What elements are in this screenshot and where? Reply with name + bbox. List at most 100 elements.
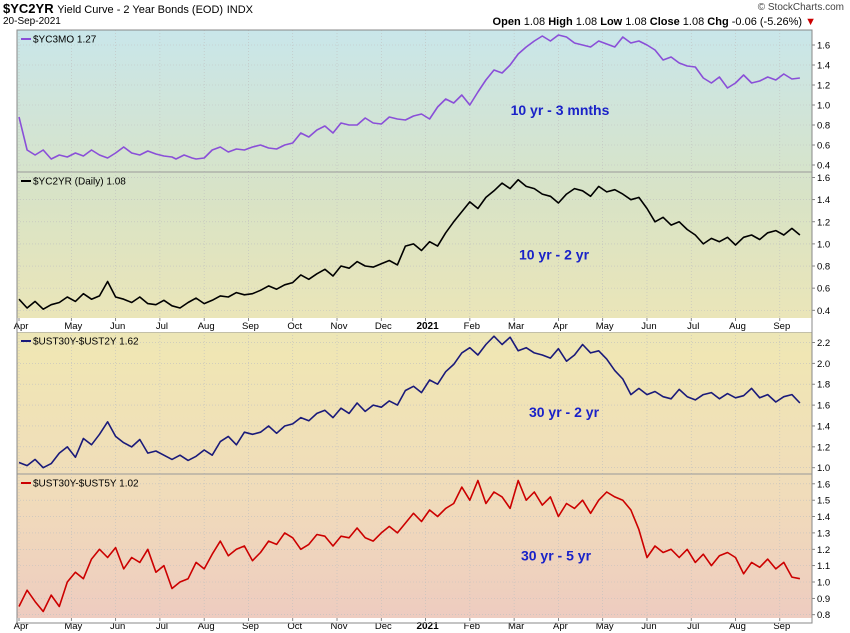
low-label: Low bbox=[600, 16, 623, 28]
x-tick-label: Sep bbox=[242, 321, 259, 332]
x-tick-label: Apr bbox=[553, 621, 568, 632]
x-tick-label: Apr bbox=[553, 321, 568, 332]
x-tick-label: Jun bbox=[641, 621, 656, 632]
open-label: Open bbox=[492, 16, 521, 28]
y-tick-label: 1.0 bbox=[817, 463, 830, 474]
x-tick-label: Dec bbox=[375, 621, 392, 632]
x-axis-band bbox=[17, 318, 812, 332]
series-line bbox=[18, 34, 800, 160]
series-line bbox=[18, 178, 801, 310]
y-tick-label: 1.6 bbox=[817, 41, 830, 52]
x-tick-label: Nov bbox=[331, 621, 348, 632]
x-tick-label: 2021 bbox=[416, 321, 439, 332]
exchange: INDX bbox=[226, 4, 254, 16]
panel-annotation: 10 yr - 3 mnths bbox=[511, 102, 610, 118]
x-tick-label: Apr bbox=[14, 621, 29, 632]
y-tick-label: 1.0 bbox=[817, 239, 830, 250]
y-tick-label: 1.2 bbox=[817, 81, 830, 92]
x-tick-label: Mar bbox=[508, 321, 524, 332]
x-tick-label: Dec bbox=[375, 321, 392, 332]
y-tick-label: 0.4 bbox=[817, 161, 830, 172]
x-tick-label: Oct bbox=[287, 321, 302, 332]
x-tick-label: Feb bbox=[464, 621, 480, 632]
symbol-description: Yield Curve - 2 Year Bonds (EOD) bbox=[57, 4, 224, 16]
y-tick-label: 2.0 bbox=[817, 359, 830, 370]
x-tick-label: 2021 bbox=[416, 621, 439, 632]
panel-title: $UST30Y-$UST2Y 1.62 bbox=[33, 337, 139, 348]
x-tick-label: Jun bbox=[110, 621, 125, 632]
x-tick-label: Sep bbox=[773, 621, 790, 632]
y-tick-label: 1.8 bbox=[817, 380, 830, 391]
close-label: Close bbox=[649, 16, 680, 28]
y-tick-label: 2.2 bbox=[817, 338, 830, 349]
y-tick-label: 0.6 bbox=[817, 141, 830, 152]
panel-title: $YC2YR (Daily) 1.08 bbox=[33, 177, 126, 188]
plot-frame bbox=[16, 29, 813, 624]
x-tick-label: Jul bbox=[156, 621, 168, 632]
panel-4: 0.8 0.9 1.0 1.1 1.2 1.3 1.4 1.5 1.6 $UST30Y-$UST5… bbox=[17, 473, 830, 621]
brand-logo: © StockCharts.com bbox=[757, 2, 844, 13]
panel-annotation: 30 yr - 2 yr bbox=[529, 404, 600, 420]
x-tick-label: Nov bbox=[331, 321, 348, 332]
chg-label: Chg bbox=[707, 16, 729, 28]
panel-2: 0.4 0.6 0.8 1.0 1.2 1.4 1.6 $YC2YR (Daily) 1.08… bbox=[17, 171, 830, 318]
y-tick-label: 0.9 bbox=[817, 594, 830, 605]
down-arrow-icon: ▼ bbox=[805, 16, 816, 28]
chg-value: -0.06 (-5.26%) bbox=[731, 16, 803, 28]
y-tick-label: 1.4 bbox=[817, 512, 830, 523]
chart-header: $YC2YR Yield Curve - 2 Year Bonds (EOD) … bbox=[0, 0, 850, 30]
y-tick-label: 1.0 bbox=[817, 578, 830, 589]
x-tick-label: Oct bbox=[287, 621, 302, 632]
y-tick-label: 1.2 bbox=[817, 217, 830, 228]
y-tick-label: 0.6 bbox=[817, 284, 830, 295]
x-tick-label: May bbox=[64, 621, 82, 632]
y-tick-label: 1.3 bbox=[817, 528, 830, 539]
x-tick-label: May bbox=[64, 321, 82, 332]
y-tick-label: 1.2 bbox=[817, 545, 830, 556]
y-tick-label: 0.8 bbox=[817, 610, 830, 621]
x-tick-label: May bbox=[596, 321, 614, 332]
panel-annotation: 10 yr - 2 yr bbox=[519, 247, 590, 263]
y-tick-label: 1.4 bbox=[817, 195, 830, 206]
y-tick-label: 0.8 bbox=[817, 262, 830, 273]
x-tick-label: Jul bbox=[687, 321, 699, 332]
x-tick-label: Aug bbox=[729, 321, 746, 332]
high-label: High bbox=[548, 16, 573, 28]
y-tick-label: 1.2 bbox=[817, 442, 830, 453]
panel-annotation: 30 yr - 5 yr bbox=[521, 547, 592, 563]
x-tick-label: Sep bbox=[773, 321, 790, 332]
open-value: 1.08 bbox=[523, 16, 546, 28]
low-value: 1.08 bbox=[625, 16, 647, 28]
x-tick-label: Jul bbox=[687, 621, 699, 632]
series-line bbox=[18, 335, 801, 469]
x-tick-label: Apr bbox=[14, 321, 29, 332]
x-tick-label: Aug bbox=[198, 321, 215, 332]
y-tick-label: 0.8 bbox=[817, 121, 830, 132]
panel-title: $UST30Y-$UST5Y 1.02 bbox=[33, 479, 139, 490]
x-tick-label: Sep bbox=[242, 621, 259, 632]
x-tick-label: Mar bbox=[508, 621, 524, 632]
y-tick-label: 1.6 bbox=[817, 479, 830, 490]
y-tick-label: 1.6 bbox=[817, 401, 830, 412]
close-value: 1.08 bbox=[682, 16, 705, 28]
x-axis-upper: Apr May Jun Jul Aug Sep Oct Nov Dec 2021 Feb Mar Apr… bbox=[14, 318, 812, 332]
x-axis-band bbox=[17, 618, 812, 632]
x-tick-label: Aug bbox=[198, 621, 215, 632]
x-tick-label: Feb bbox=[464, 321, 480, 332]
x-tick-label: Jun bbox=[110, 321, 125, 332]
x-tick-label: May bbox=[596, 621, 614, 632]
high-value: 1.08 bbox=[575, 16, 598, 28]
y-tick-label: 1.1 bbox=[817, 561, 830, 572]
y-tick-label: 0.4 bbox=[817, 306, 830, 317]
chart-symbol-title: $YC2YR Yield Curve - 2 Year Bonds (EOD) … bbox=[3, 1, 253, 16]
symbol: $YC2YR bbox=[3, 1, 54, 16]
chart-date: 20-Sep-2021 bbox=[3, 16, 61, 27]
x-tick-label: Jun bbox=[641, 321, 656, 332]
x-tick-label: Jul bbox=[156, 321, 168, 332]
x-tick-label: Aug bbox=[729, 621, 746, 632]
y-tick-label: 1.0 bbox=[817, 101, 830, 112]
panel-1: 0.4 0.6 0.8 1.0 1.2 1.4 1.6 $YC3MO 1.27 10 yr - … bbox=[17, 30, 830, 172]
y-tick-label: 1.4 bbox=[817, 61, 830, 72]
panel-title: $YC3MO 1.27 bbox=[33, 35, 97, 46]
